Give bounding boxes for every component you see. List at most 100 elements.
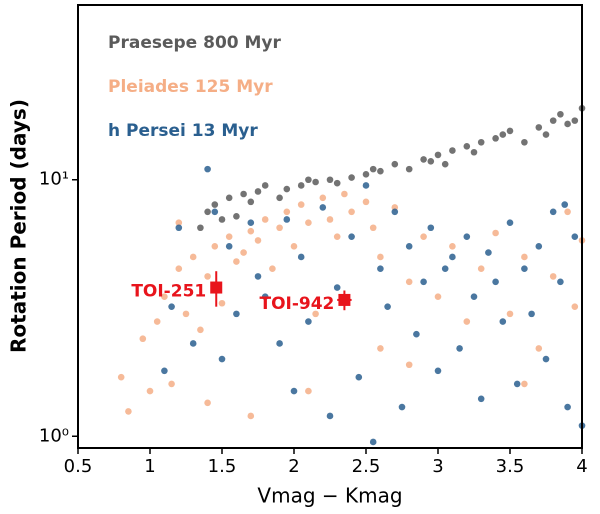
point bbox=[449, 253, 456, 261]
point bbox=[427, 224, 435, 232]
point bbox=[420, 278, 427, 286]
point bbox=[290, 243, 298, 250]
point bbox=[204, 273, 211, 280]
point bbox=[197, 224, 204, 232]
point bbox=[182, 310, 190, 318]
point bbox=[333, 179, 341, 187]
point bbox=[254, 188, 262, 195]
point bbox=[261, 182, 269, 189]
point bbox=[420, 233, 427, 240]
point bbox=[276, 340, 283, 347]
point bbox=[240, 190, 247, 198]
point bbox=[557, 278, 564, 286]
point bbox=[312, 310, 319, 318]
point bbox=[549, 117, 557, 124]
point bbox=[297, 253, 305, 261]
point bbox=[391, 160, 399, 168]
point bbox=[463, 233, 471, 240]
point bbox=[305, 176, 312, 184]
point bbox=[413, 330, 420, 338]
point bbox=[125, 408, 132, 415]
point bbox=[528, 310, 535, 318]
point bbox=[225, 243, 233, 250]
point bbox=[521, 265, 528, 273]
point bbox=[326, 216, 334, 223]
point bbox=[218, 355, 226, 363]
point bbox=[348, 208, 355, 216]
point bbox=[463, 318, 471, 325]
point bbox=[571, 117, 579, 124]
point bbox=[427, 158, 435, 165]
point bbox=[377, 265, 384, 273]
point bbox=[276, 224, 283, 232]
point bbox=[254, 273, 262, 280]
point bbox=[175, 224, 183, 232]
point bbox=[477, 395, 485, 403]
point bbox=[247, 227, 255, 235]
legend-label: Praesepe 800 Myr bbox=[108, 33, 282, 53]
point bbox=[477, 138, 485, 146]
point bbox=[355, 373, 363, 381]
point bbox=[341, 190, 348, 198]
point bbox=[542, 131, 550, 138]
point bbox=[405, 361, 413, 369]
point bbox=[564, 403, 571, 411]
point bbox=[499, 131, 507, 138]
point bbox=[333, 284, 341, 291]
point bbox=[377, 345, 384, 352]
x-axis-label: Vmag − Kmag bbox=[257, 484, 402, 508]
y-tick-label: 10⁰ bbox=[39, 425, 69, 446]
point bbox=[549, 208, 557, 216]
x-tick-label: 1 bbox=[144, 456, 155, 477]
point bbox=[261, 216, 269, 223]
point bbox=[168, 380, 175, 388]
point bbox=[470, 293, 478, 301]
point bbox=[348, 233, 355, 240]
point bbox=[305, 387, 312, 395]
point bbox=[312, 178, 319, 186]
point bbox=[247, 412, 255, 420]
point bbox=[470, 148, 478, 156]
point bbox=[276, 194, 283, 202]
point bbox=[333, 233, 341, 240]
legend-label: h Persei 13 Myr bbox=[108, 121, 258, 141]
point bbox=[405, 243, 413, 250]
point bbox=[542, 355, 550, 363]
target-point bbox=[210, 281, 223, 294]
point bbox=[369, 165, 377, 173]
target-label: TOI-251 bbox=[131, 282, 206, 302]
point bbox=[297, 182, 305, 189]
point bbox=[189, 340, 197, 347]
point bbox=[377, 253, 384, 261]
point bbox=[561, 201, 569, 208]
point bbox=[283, 216, 291, 223]
point bbox=[146, 387, 154, 395]
point bbox=[571, 233, 579, 240]
point bbox=[326, 412, 334, 420]
point bbox=[153, 318, 161, 325]
point bbox=[305, 318, 312, 325]
point bbox=[297, 201, 305, 208]
point bbox=[506, 310, 514, 318]
point bbox=[521, 138, 528, 146]
point bbox=[521, 380, 528, 388]
point bbox=[405, 165, 413, 173]
point bbox=[247, 219, 255, 227]
point bbox=[549, 273, 557, 280]
plot-frame bbox=[77, 4, 583, 449]
point bbox=[506, 219, 514, 227]
point bbox=[391, 208, 399, 216]
point bbox=[535, 345, 543, 352]
point bbox=[204, 399, 211, 407]
point bbox=[449, 147, 456, 154]
point bbox=[463, 143, 471, 150]
point bbox=[492, 135, 499, 142]
point bbox=[211, 208, 219, 216]
point bbox=[218, 299, 226, 307]
point bbox=[492, 278, 499, 286]
point bbox=[319, 194, 327, 202]
x-tick-label: 3 bbox=[432, 456, 443, 477]
point bbox=[441, 265, 449, 273]
point bbox=[204, 165, 211, 173]
point bbox=[197, 326, 204, 334]
